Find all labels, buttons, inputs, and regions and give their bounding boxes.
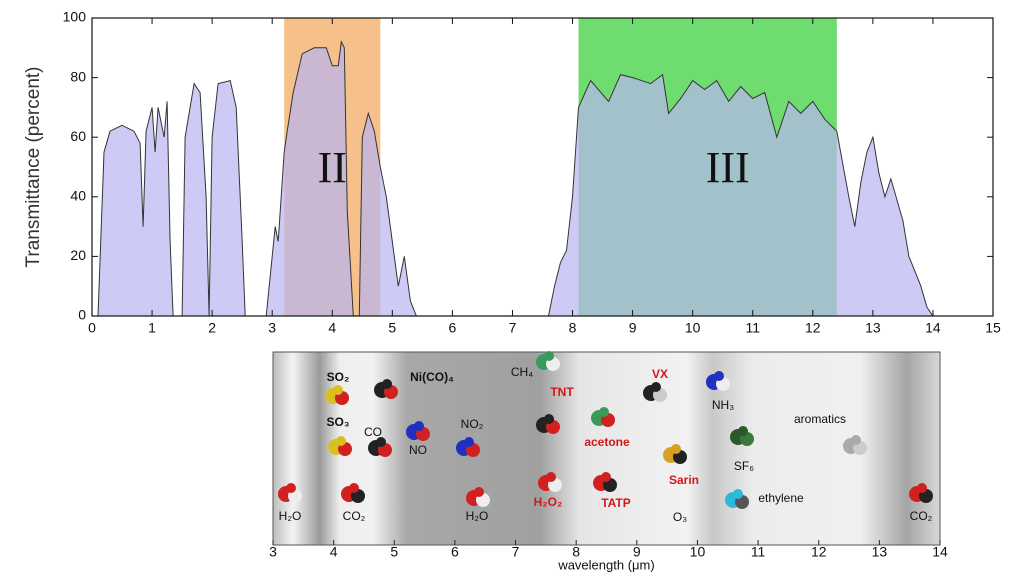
x-tick-label: 4	[330, 544, 338, 560]
molecule-label: SO₂	[327, 370, 350, 384]
molecule-icon	[599, 407, 609, 417]
x-tick-label: 13	[865, 320, 881, 336]
y-tick-label: 40	[70, 188, 86, 204]
x-tick-label: 9	[629, 320, 637, 336]
molecule-icon	[474, 487, 484, 497]
x-tick-label: 8	[572, 544, 580, 560]
molecule-icon	[286, 483, 296, 493]
molecule-label: NO	[409, 443, 427, 457]
molecule-label: NO₂	[461, 417, 484, 431]
molecule-label: CO	[364, 425, 382, 439]
x-tick-label: 10	[690, 544, 706, 560]
molecule-icon	[714, 371, 724, 381]
x-tick-label: 12	[805, 320, 821, 336]
molecule-icon	[544, 351, 554, 361]
molecule-label: TATP	[601, 496, 631, 510]
molecule-label: acetone	[584, 435, 630, 449]
x-tick-label: 15	[985, 320, 1001, 336]
molecule-label: H₂O	[279, 509, 302, 523]
y-tick-label: 100	[63, 9, 87, 25]
molecule-icon	[851, 435, 861, 445]
x-tick-label: 3	[268, 320, 276, 336]
x-tick-label: 8	[569, 320, 577, 336]
y-tick-label: 20	[70, 247, 86, 263]
x-tick-label: 4	[328, 320, 336, 336]
x-tick-label: 10	[685, 320, 701, 336]
molecule-label: CH₄	[511, 365, 533, 379]
molecule-icon	[336, 436, 346, 446]
molecule-icon	[651, 382, 661, 392]
x-tick-label: 14	[925, 320, 941, 336]
molecule-icon	[333, 385, 343, 395]
y-axis-label: Transmittance (percent)	[23, 67, 44, 268]
x-tick-label: 6	[449, 320, 457, 336]
molecule-icon	[464, 437, 474, 447]
x-tick-label: 13	[872, 544, 888, 560]
x-tick-label: 11	[751, 544, 766, 560]
molecule-label: aromatics	[794, 412, 846, 426]
molecule-icon	[382, 379, 392, 389]
molecule-icon	[414, 421, 424, 431]
x-tick-label: 12	[811, 544, 827, 560]
molecule-icon	[544, 414, 554, 424]
molecule-label: TNT	[550, 385, 574, 399]
x-tick-label: 7	[509, 320, 517, 336]
molecule-label: O₃	[673, 510, 687, 524]
x-tick-label: 3	[269, 544, 277, 560]
x-tick-label: 5	[388, 320, 396, 336]
x-tick-label: 0	[88, 320, 96, 336]
molecule-icon	[671, 444, 681, 454]
band-label: III	[706, 143, 750, 192]
molecule-icon	[349, 483, 359, 493]
molecule-icon	[738, 426, 748, 436]
x-tick-label: 11	[745, 320, 760, 336]
x-tick-label: 7	[512, 544, 520, 560]
molecule-label: H₂O	[466, 509, 489, 523]
x-axis-label: wavelength (μm)	[557, 557, 654, 572]
molecule-icon	[733, 489, 743, 499]
molecule-label: CO₂	[910, 509, 933, 523]
x-tick-label: 1	[148, 320, 156, 336]
x-tick-label: 2	[208, 320, 216, 336]
molecule-label: VX	[652, 367, 668, 381]
molecule-label: SF₆	[734, 459, 754, 473]
molecule-label: Ni(CO)₄	[410, 370, 454, 384]
y-tick-label: 80	[70, 68, 86, 84]
molecule-icon	[601, 472, 611, 482]
molecule-icon	[917, 483, 927, 493]
x-tick-label: 5	[390, 544, 398, 560]
plot-frame	[91, 17, 994, 317]
molecule-icon	[376, 437, 386, 447]
molecule-label: ethylene	[758, 491, 804, 505]
y-tick-label: 60	[70, 128, 86, 144]
transmittance-area	[97, 40, 934, 317]
molecule-label: CO₂	[343, 509, 366, 523]
y-tick-label: 0	[78, 307, 86, 323]
x-tick-label: 9	[633, 544, 641, 560]
molecule-label: H₂O₂	[534, 495, 563, 509]
x-tick-label: 6	[451, 544, 459, 560]
molecule-icon	[546, 472, 556, 482]
x-tick-label: 14	[932, 544, 948, 560]
molecule-label: SO₃	[327, 415, 350, 429]
molecule-label: NH₃	[712, 398, 734, 412]
band-label: II	[318, 143, 347, 192]
molecule-label: Sarin	[669, 473, 699, 487]
